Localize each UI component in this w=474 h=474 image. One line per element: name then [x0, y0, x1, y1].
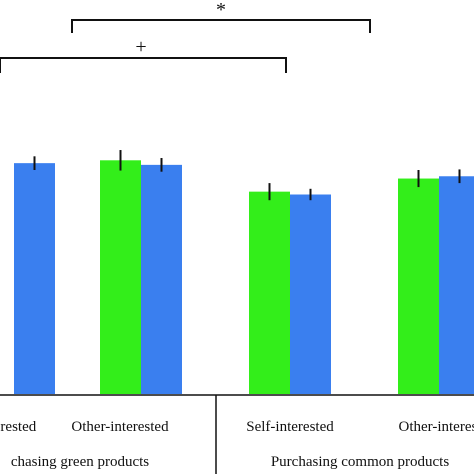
category-label-2-1: Self-interested [246, 419, 334, 435]
error-bars-layer [33, 150, 461, 201]
bar-1-1-2 [14, 163, 55, 394]
significance-marker-1: * [216, 0, 226, 21]
significance-layer: *+ [0, 0, 371, 73]
bar-2-1-2 [290, 194, 331, 394]
group-label-1: chasing green products [11, 454, 149, 470]
significance-bracket-2 [0, 57, 287, 73]
axis-labels-layer: erested Other-interested chasing green pro… [0, 419, 474, 470]
bar-2-2-1 [398, 178, 439, 394]
bars-layer [14, 160, 474, 394]
bar-2-1-1 [249, 191, 290, 394]
bar-1-2-2 [141, 164, 182, 394]
category-label-1-2: Other-interested [71, 419, 169, 435]
bar-1-2-1 [100, 160, 141, 394]
bar-2-2-2 [439, 176, 474, 394]
significance-marker-2: + [135, 36, 146, 58]
category-label-2-2: Other-interest [399, 419, 474, 435]
x-axis [0, 394, 474, 474]
significance-bracket-1 [71, 19, 371, 33]
group-label-2: Purchasing common products [271, 454, 449, 470]
category-label-1-1: erested [0, 419, 37, 435]
